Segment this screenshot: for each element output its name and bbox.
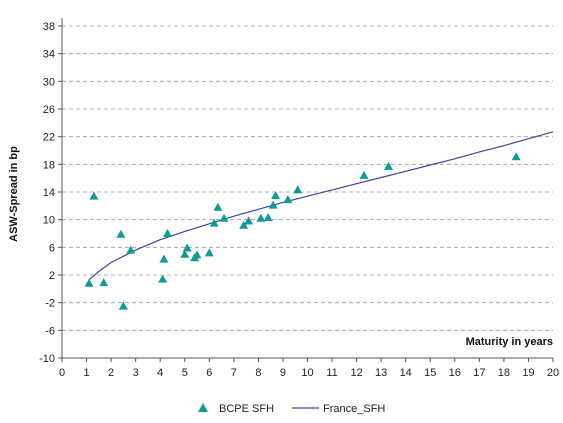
data-point <box>163 229 173 237</box>
data-point <box>126 245 136 254</box>
y-axis-title: ASW-Spread in bp <box>8 146 20 242</box>
x-tick-label: 20 <box>547 367 559 379</box>
legend: BCPE SFH France_SFH <box>198 403 385 415</box>
x-tick-label: 13 <box>375 367 387 379</box>
data-point <box>180 249 190 258</box>
data-point <box>244 216 254 225</box>
x-tick-label: 14 <box>400 367 412 379</box>
x-axis-title: Maturity in years <box>466 336 553 348</box>
x-tick-label: 0 <box>59 367 65 379</box>
y-tick-label: 10 <box>43 215 55 227</box>
data-point <box>99 278 109 287</box>
data-point <box>209 218 219 227</box>
x-tick-label: 1 <box>83 367 89 379</box>
y-tick-label: 30 <box>43 76 55 88</box>
data-point <box>511 152 521 161</box>
data-point <box>359 170 369 179</box>
y-tick-label: -6 <box>45 325 55 337</box>
y-tick-label: 22 <box>43 132 55 144</box>
data-point <box>256 213 266 222</box>
y-tick-label: 18 <box>43 159 55 171</box>
x-tick-label: 17 <box>473 367 485 379</box>
data-point <box>159 254 169 263</box>
x-tick-label: 2 <box>108 367 114 379</box>
data-point <box>384 161 394 170</box>
data-point <box>182 243 192 252</box>
y-tick-label: -10 <box>39 353 55 365</box>
data-point <box>204 248 214 257</box>
legend-label-bcpe-sfh: BCPE SFH <box>219 403 274 415</box>
y-tick-label: 2 <box>49 270 55 282</box>
data-point <box>293 185 303 194</box>
x-tick-label: 11 <box>326 367 337 379</box>
x-tick-label: 8 <box>255 367 261 379</box>
france-sfh-series <box>88 131 554 281</box>
data-point <box>219 213 229 222</box>
y-tick-label: 34 <box>43 49 55 61</box>
data-point <box>213 202 223 211</box>
x-tick-label: 16 <box>449 367 461 379</box>
legend-marker-bcpe-sfh <box>198 403 208 412</box>
data-point <box>283 195 293 204</box>
x-tick-label: 19 <box>522 367 534 379</box>
x-tick-label: 5 <box>182 367 188 379</box>
x-tick-label: 10 <box>301 367 313 379</box>
data-point <box>84 278 94 287</box>
axes <box>58 18 554 362</box>
data-point <box>116 229 126 238</box>
y-tick-label: 38 <box>43 21 55 33</box>
x-tick-label: 18 <box>498 367 510 379</box>
x-tick-label: 6 <box>206 367 212 379</box>
data-point <box>89 191 99 200</box>
data-point <box>263 213 273 222</box>
grid-lines <box>62 25 553 331</box>
y-tick-label: 6 <box>49 242 55 254</box>
data-point <box>118 301 128 310</box>
legend-label-france-sfh: France_SFH <box>323 403 385 415</box>
y-tick-label: 14 <box>43 187 55 199</box>
x-tick-labels: 0 1 2 3 4 5 6 7 8 9 10 11 12 13 14 15 16 17 18 19 20 <box>59 367 559 379</box>
series-line-france-sfh <box>88 131 554 281</box>
x-tick-label: 15 <box>424 367 436 379</box>
data-point <box>239 220 249 229</box>
y-tick-label: 26 <box>43 104 55 116</box>
bcpe-sfh-series <box>84 152 521 310</box>
x-tick-label: 7 <box>231 367 237 379</box>
y-tick-label: -2 <box>45 298 55 310</box>
x-tick-label: 4 <box>157 367 163 379</box>
data-point <box>192 250 202 259</box>
x-tick-label: 9 <box>280 367 286 379</box>
x-tick-label: 3 <box>133 367 139 379</box>
data-point <box>268 200 278 209</box>
data-point <box>271 190 281 199</box>
x-tick-label: 12 <box>350 367 362 379</box>
data-point <box>158 274 168 283</box>
